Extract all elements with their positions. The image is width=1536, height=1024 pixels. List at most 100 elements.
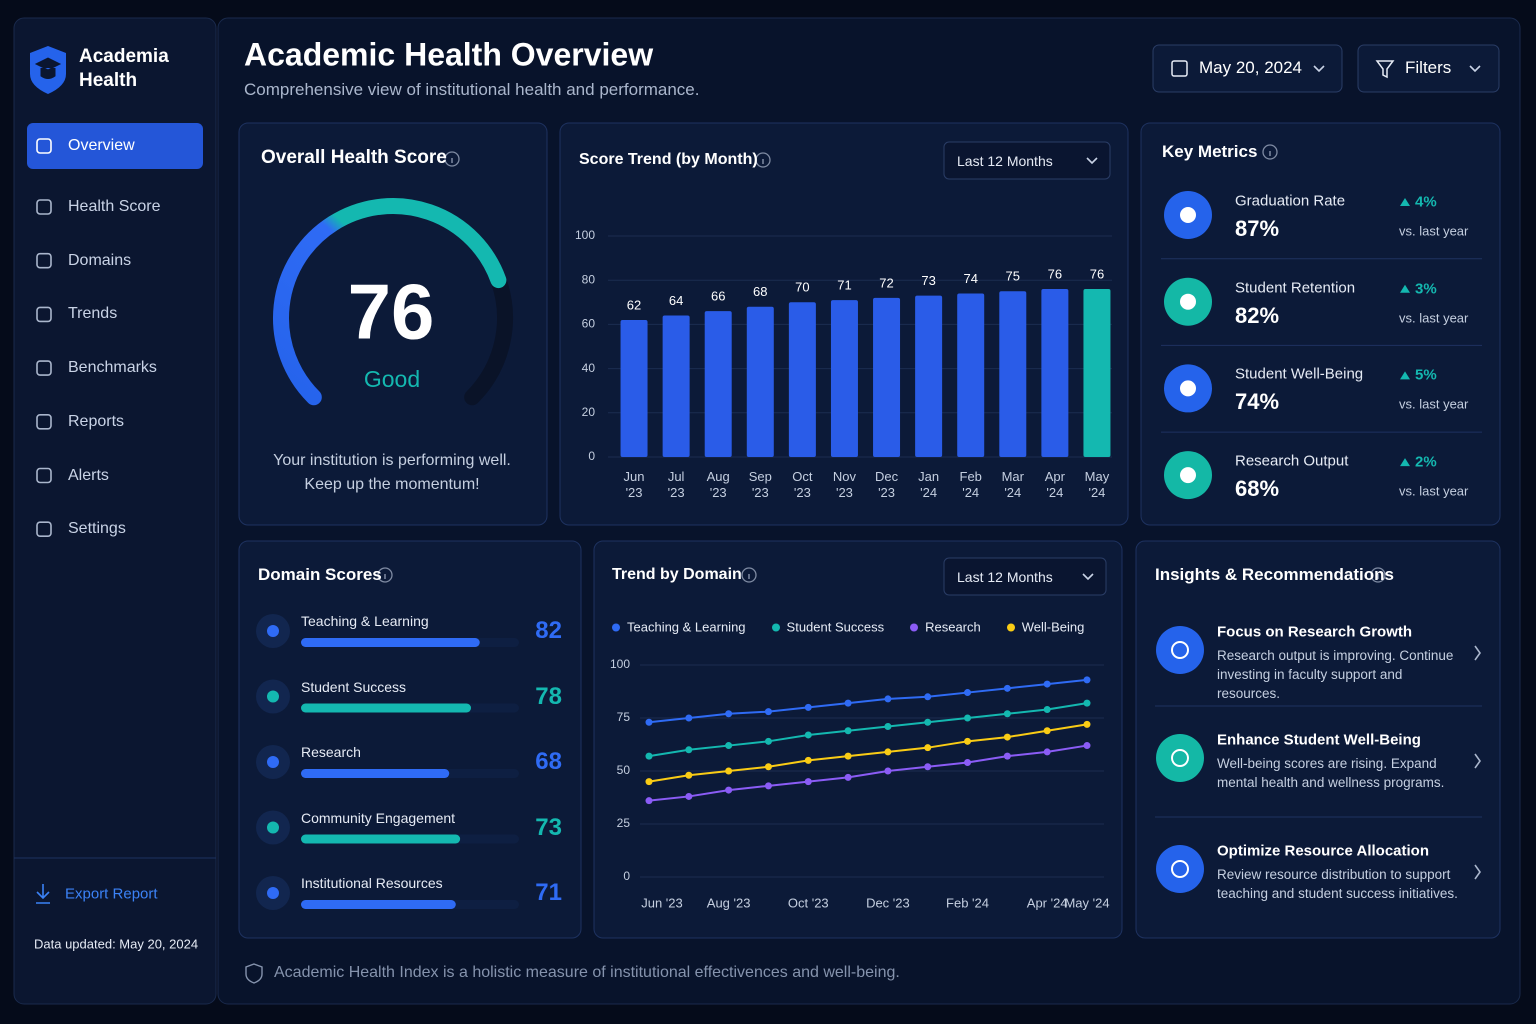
nav-icon	[36, 138, 52, 154]
insight-text: Well-being scores are rising. Expand men…	[1217, 756, 1445, 790]
series-point	[645, 752, 653, 760]
legend-item: Research	[910, 620, 981, 635]
series-point	[1043, 727, 1051, 735]
info-icon	[377, 567, 393, 583]
x-tick-label-line: Mar	[1002, 469, 1025, 484]
insight-text: Review resource distribution to support …	[1217, 867, 1458, 901]
domain-label: Student Success	[301, 678, 407, 695]
period-label[interactable]: Last 12 Months	[957, 568, 1053, 585]
date-label[interactable]: May 20, 2024	[1199, 58, 1303, 77]
legend-item: Student Success	[771, 620, 884, 635]
metric-up-arrow	[1400, 458, 1410, 467]
nav-item[interactable]: Alerts	[68, 466, 109, 484]
filters-button[interactable]	[1357, 44, 1500, 93]
period-label[interactable]: Last 12 Months	[957, 152, 1053, 169]
y-tick-label: 0	[588, 449, 595, 463]
bar-value-label: 74	[963, 271, 977, 286]
gauge-fill	[273, 198, 507, 406]
legend-label: Well-Being	[1021, 619, 1085, 635]
metric-icon-glyph	[1180, 293, 1196, 310]
x-tick-label: Jun '23	[641, 895, 683, 910]
card	[593, 540, 1123, 939]
gauge-status: Good	[364, 366, 420, 392]
series-point	[685, 714, 693, 722]
nav-item[interactable]: Reports	[68, 412, 125, 430]
series-point	[844, 699, 852, 707]
chevron	[1086, 157, 1098, 165]
metric-value: 68%	[1235, 476, 1280, 502]
series-point	[804, 731, 812, 739]
bar	[915, 295, 943, 457]
metric-label: Student Well-Being	[1235, 365, 1364, 383]
export-icon	[36, 884, 50, 904]
footer-note: Academic Health Index is a holistic meas…	[274, 964, 900, 981]
series-line	[648, 678, 1088, 724]
legend-swatch	[1006, 623, 1015, 631]
period-dropdown[interactable]	[943, 557, 1107, 596]
series-point	[964, 714, 972, 722]
metric-note: vs. last year	[1399, 223, 1469, 239]
bar-value-label: 64	[669, 293, 683, 308]
info-icon	[444, 151, 460, 167]
insight-icon-glyph	[1171, 641, 1189, 659]
bar	[788, 302, 816, 457]
x-tick-label-line: Jun	[624, 469, 645, 484]
insight-icon-glyph	[1171, 749, 1189, 767]
nav-item[interactable]: Trends	[68, 305, 118, 323]
y-tick-label: 40	[582, 361, 596, 375]
period-dropdown[interactable]	[943, 141, 1111, 180]
series-point	[1003, 733, 1011, 741]
metric-change: 2%	[1415, 453, 1437, 471]
legend-item: Teaching & Learning	[612, 620, 746, 635]
x-tick-label-line: '23	[752, 485, 769, 500]
metric-up-arrow	[1400, 284, 1410, 293]
y-tick-label: 0	[623, 869, 630, 883]
bar-value-label: 62	[627, 297, 641, 312]
series-point	[1083, 699, 1091, 707]
sidebar-panel	[13, 17, 217, 1005]
export-report[interactable]: Export Report	[65, 885, 158, 903]
series-point	[844, 773, 852, 781]
bar-value-label: 66	[711, 289, 725, 304]
bar-value-label: 71	[837, 278, 851, 293]
legend-label: Research	[925, 619, 981, 635]
metric-value: 74%	[1235, 389, 1280, 415]
x-tick-label: Sep '23	[749, 469, 772, 500]
x-tick-label-line: Jul	[668, 469, 685, 484]
bar	[704, 311, 732, 457]
domain-label: Teaching & Learning	[301, 613, 429, 629]
nav-item[interactable]: Overview	[68, 137, 135, 154]
bar	[746, 306, 774, 457]
series-line	[648, 723, 1088, 783]
series-point	[764, 708, 772, 716]
domain-label: Institutional Resources	[301, 875, 443, 891]
x-tick-label: Feb '24	[960, 469, 982, 500]
filters-label[interactable]: Filters	[1405, 58, 1452, 77]
x-tick-label: Jun '23	[624, 469, 645, 500]
series-point	[964, 689, 972, 697]
x-tick-label-line: '23	[836, 485, 853, 500]
nav-icon	[36, 467, 52, 484]
series-point	[685, 792, 693, 800]
nav-item[interactable]: Benchmarks	[68, 359, 157, 377]
bar	[1083, 289, 1111, 457]
metric-change: 5%	[1415, 366, 1437, 384]
domain-bar	[301, 900, 456, 909]
series-point	[764, 782, 772, 790]
y-tick-label: 60	[582, 317, 596, 331]
date-button[interactable]	[1152, 44, 1343, 93]
nav-item[interactable]: Settings	[68, 520, 126, 538]
insight-chevron	[1474, 864, 1481, 880]
x-tick-label: Apr '24	[1027, 895, 1068, 910]
nav-item[interactable]: Domains	[68, 251, 132, 269]
metric-label: Research Output	[1235, 452, 1349, 470]
nav-item[interactable]: Health Score	[68, 198, 161, 215]
series-point	[685, 771, 693, 779]
x-tick-label: Mar '24	[1002, 469, 1025, 500]
x-tick-label: Aug '23	[707, 469, 730, 500]
series-point	[1083, 742, 1091, 750]
series-point	[924, 718, 932, 726]
series-point	[964, 759, 972, 767]
insight-chevron	[1474, 753, 1481, 769]
x-tick-label-line: Oct	[792, 469, 813, 484]
